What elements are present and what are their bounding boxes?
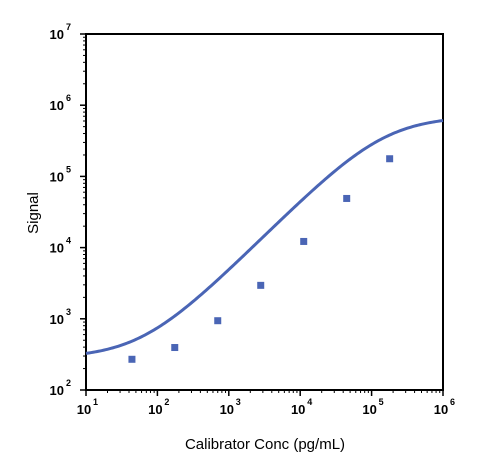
x-tick-exponent: 6 — [450, 397, 455, 407]
data-point — [171, 344, 179, 352]
data-point — [343, 194, 351, 202]
y-tick-label: 10 — [50, 312, 64, 327]
plot-area — [85, 33, 444, 391]
x-tick-label: 10 — [362, 402, 376, 417]
x-axis-title: Calibrator Conc (pg/mL) — [185, 436, 345, 453]
x-tick-exponent: 3 — [236, 397, 241, 407]
y-axis-title: Signal — [25, 192, 42, 234]
y-tick-exponent: 3 — [66, 307, 71, 317]
y-tick-exponent: 6 — [66, 93, 71, 103]
x-tick-label: 10 — [291, 402, 305, 417]
data-point — [386, 155, 394, 163]
fit-curve — [85, 119, 444, 355]
data-point — [214, 317, 222, 325]
x-tick-label: 10 — [148, 402, 162, 417]
y-tick-label: 10 — [50, 383, 64, 398]
x-axis-ticks: 10 1 10 2 10 3 10 4 10 5 10 6 — [77, 390, 455, 417]
y-tick-label: 10 — [50, 241, 64, 256]
y-tick-exponent: 2 — [66, 378, 71, 388]
y-tick-exponent: 7 — [66, 22, 71, 32]
x-tick-label: 10 — [77, 402, 91, 417]
x-tick-label: 10 — [434, 402, 448, 417]
plot-frame — [85, 33, 444, 391]
x-tick-exponent: 2 — [164, 397, 169, 407]
data-point — [300, 237, 308, 245]
x-tick-exponent: 5 — [379, 397, 384, 407]
y-tick-exponent: 5 — [66, 164, 71, 174]
x-tick-exponent: 1 — [93, 397, 98, 407]
y-tick-label: 10 — [50, 98, 64, 113]
x-tick-exponent: 4 — [307, 397, 312, 407]
y-tick-label: 10 — [50, 27, 64, 42]
y-tick-exponent: 4 — [66, 236, 71, 246]
x-tick-label: 10 — [220, 402, 234, 417]
data-point — [128, 355, 136, 363]
data-point — [257, 281, 265, 289]
y-tick-label: 10 — [50, 169, 64, 184]
